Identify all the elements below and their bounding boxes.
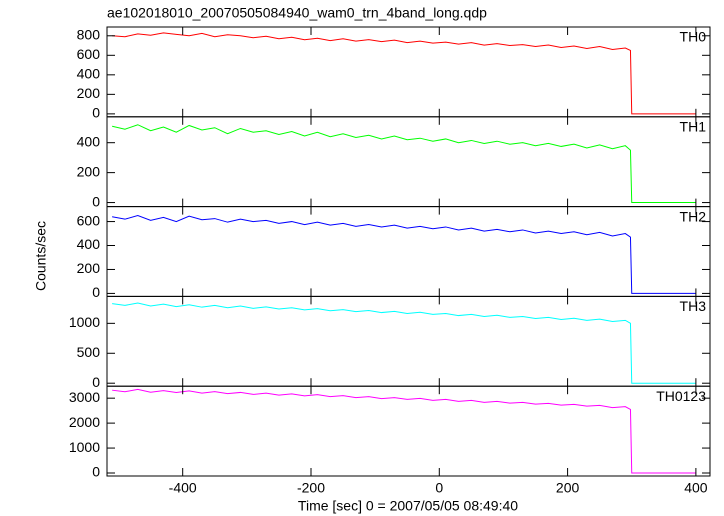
panel-frame xyxy=(106,26,711,118)
y-tick-label: 400 xyxy=(77,133,101,149)
data-line xyxy=(112,32,696,115)
chart-title: ae102018010_20070505084940_wam0_trn_4ban… xyxy=(107,5,487,21)
y-tick-label: 400 xyxy=(77,66,101,82)
y-tick-label: 200 xyxy=(77,260,101,276)
y-tick-label: 600 xyxy=(77,212,101,228)
x-tick-label: 200 xyxy=(556,480,580,496)
y-tick-label: 500 xyxy=(77,344,101,360)
y-tick-label: 400 xyxy=(77,236,101,252)
y-tick-label: 200 xyxy=(77,163,101,179)
panel-label: TH2 xyxy=(680,208,707,224)
x-tick-label: -400 xyxy=(169,480,197,496)
y-tick-label: 1000 xyxy=(69,439,100,455)
panel-frame xyxy=(106,206,711,297)
y-tick-label: 1000 xyxy=(69,314,100,330)
y-tick-label: 200 xyxy=(77,85,101,101)
y-tick-label: 3000 xyxy=(69,389,100,405)
y-tick-label: 0 xyxy=(92,284,100,300)
panel-label: TH0123 xyxy=(656,388,706,404)
panel-frame xyxy=(106,116,711,208)
x-axis-label: Time [sec] 0 = 2007/05/05 08:49:40 xyxy=(298,498,518,514)
y-tick-label: 600 xyxy=(77,46,101,62)
y-tick-label: 0 xyxy=(92,105,100,121)
y-axis-label: Counts/sec xyxy=(33,221,49,291)
y-tick-label: 0 xyxy=(92,374,100,390)
x-tick-label: -200 xyxy=(297,480,325,496)
panel-frame xyxy=(106,295,711,387)
data-line xyxy=(112,302,696,384)
x-tick-label: 400 xyxy=(684,480,708,496)
panel-frame xyxy=(106,385,711,477)
panel-label: TH0 xyxy=(680,29,707,45)
panel-label: TH3 xyxy=(680,298,707,314)
y-tick-label: 0 xyxy=(92,193,100,209)
data-line xyxy=(112,388,696,474)
data-line xyxy=(112,215,696,294)
data-line xyxy=(112,124,696,204)
y-tick-label: 800 xyxy=(77,26,101,42)
y-tick-label: 0 xyxy=(92,464,100,480)
y-tick-label: 2000 xyxy=(69,414,100,430)
panel-label: TH1 xyxy=(680,119,707,135)
x-tick-label: 0 xyxy=(435,480,443,496)
